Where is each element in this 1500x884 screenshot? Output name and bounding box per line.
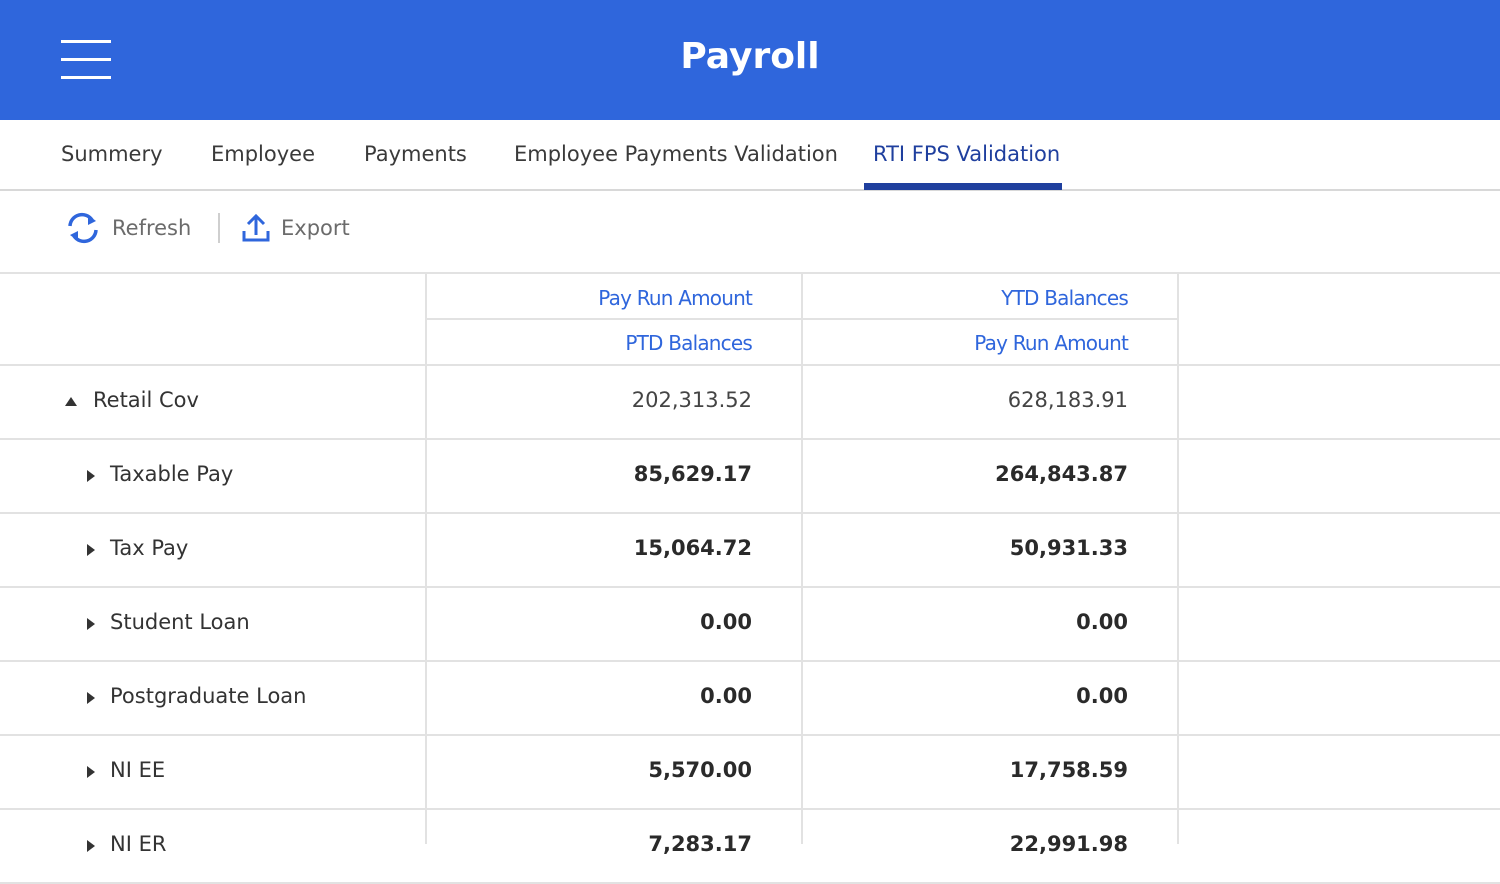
row-label: NI EE	[110, 758, 166, 782]
tab[interactable]: Employee Payments Validation	[514, 142, 838, 166]
toolbar-separator	[218, 213, 220, 243]
export-button[interactable]: Export	[281, 216, 350, 240]
row-label: Student Loan	[110, 610, 250, 634]
row-label: NI ER	[110, 832, 167, 856]
cell-value: 5,570.00	[648, 758, 752, 782]
row-divider	[0, 660, 1500, 662]
column-header[interactable]: Pay Run Amount	[598, 286, 753, 310]
column-divider	[1177, 273, 1179, 844]
cell-value: 0.00	[1076, 610, 1128, 634]
cell-value: 202,313.52	[631, 388, 752, 412]
expand-toggle[interactable]	[87, 766, 95, 778]
row-label: Tax Pay	[110, 536, 189, 560]
active-tab-underline	[864, 183, 1062, 190]
row-divider	[0, 734, 1500, 736]
refresh-icon[interactable]	[64, 211, 102, 245]
table-border	[0, 364, 1500, 366]
row-divider	[0, 808, 1500, 810]
cell-value: 22,991.98	[1009, 832, 1128, 856]
row-divider	[0, 586, 1500, 588]
row-label: Postgraduate Loan	[110, 684, 307, 708]
row-label: Taxable Pay	[110, 462, 234, 486]
expand-toggle[interactable]	[87, 470, 95, 482]
cell-value: 15,064.72	[633, 536, 752, 560]
expand-toggle[interactable]	[87, 618, 95, 630]
menu-line[interactable]	[61, 58, 111, 61]
cell-value: 0.00	[700, 610, 752, 634]
export-icon[interactable]	[241, 213, 271, 243]
cell-value: 17,758.59	[1009, 758, 1128, 782]
cell-value: 264,843.87	[995, 462, 1128, 486]
row-label: Retail Cov	[93, 388, 199, 412]
table-border	[0, 272, 1500, 274]
header-divider	[426, 318, 1178, 320]
refresh-button[interactable]: Refresh	[112, 216, 192, 240]
cell-value: 0.00	[700, 684, 752, 708]
cell-value: 85,629.17	[633, 462, 752, 486]
column-header[interactable]: PTD Balances	[625, 331, 752, 355]
cell-value: 0.00	[1076, 684, 1128, 708]
cell-value: 7,283.17	[648, 832, 752, 856]
tab[interactable]: Summery	[61, 142, 163, 166]
tab-bar	[0, 120, 1500, 191]
expand-toggle[interactable]	[87, 692, 95, 704]
row-divider	[0, 438, 1500, 440]
expand-toggle[interactable]	[87, 544, 95, 556]
column-divider	[425, 273, 427, 844]
tab[interactable]: Payments	[364, 142, 467, 166]
menu-line[interactable]	[61, 76, 111, 79]
expand-toggle[interactable]	[87, 840, 95, 852]
tab[interactable]: RTI FPS Validation	[873, 142, 1061, 166]
column-header[interactable]: Pay Run Amount	[974, 331, 1129, 355]
column-header[interactable]: YTD Balances	[1001, 286, 1129, 310]
app-title: Payroll	[680, 36, 820, 77]
collapse-toggle[interactable]	[65, 397, 77, 406]
column-divider	[801, 273, 803, 844]
cell-value: 50,931.33	[1009, 536, 1128, 560]
tab[interactable]: Employee	[211, 142, 316, 166]
row-divider	[0, 512, 1500, 514]
app-header	[0, 0, 1500, 120]
menu-line[interactable]	[61, 40, 111, 43]
cell-value: 628,183.91	[1007, 388, 1128, 412]
